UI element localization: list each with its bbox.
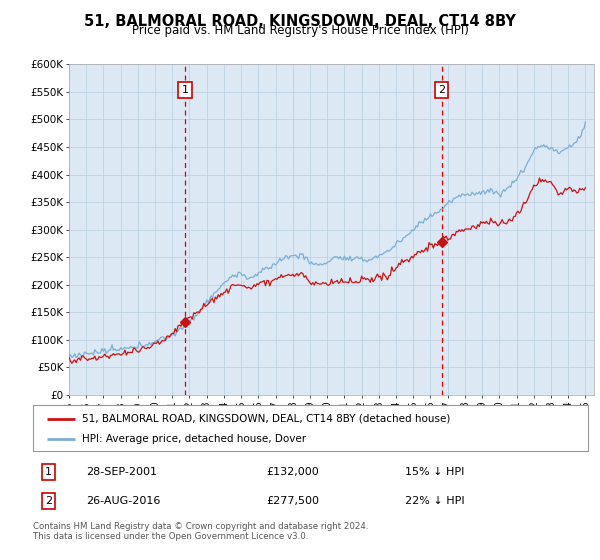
Text: 51, BALMORAL ROAD, KINGSDOWN, DEAL, CT14 8BY: 51, BALMORAL ROAD, KINGSDOWN, DEAL, CT14… bbox=[84, 14, 516, 29]
Text: 28-SEP-2001: 28-SEP-2001 bbox=[86, 467, 157, 477]
Text: HPI: Average price, detached house, Dover: HPI: Average price, detached house, Dove… bbox=[82, 435, 306, 444]
Text: 1: 1 bbox=[182, 85, 188, 95]
Text: 2: 2 bbox=[438, 85, 445, 95]
Text: Price paid vs. HM Land Registry's House Price Index (HPI): Price paid vs. HM Land Registry's House … bbox=[131, 24, 469, 37]
Text: 51, BALMORAL ROAD, KINGSDOWN, DEAL, CT14 8BY (detached house): 51, BALMORAL ROAD, KINGSDOWN, DEAL, CT14… bbox=[82, 414, 450, 424]
Text: 22% ↓ HPI: 22% ↓ HPI bbox=[405, 496, 464, 506]
Text: £132,000: £132,000 bbox=[266, 467, 319, 477]
Text: 1: 1 bbox=[45, 467, 52, 477]
Text: £277,500: £277,500 bbox=[266, 496, 319, 506]
Text: Contains HM Land Registry data © Crown copyright and database right 2024.
This d: Contains HM Land Registry data © Crown c… bbox=[33, 522, 368, 542]
Text: 15% ↓ HPI: 15% ↓ HPI bbox=[405, 467, 464, 477]
Text: 2: 2 bbox=[45, 496, 52, 506]
Text: 26-AUG-2016: 26-AUG-2016 bbox=[86, 496, 160, 506]
